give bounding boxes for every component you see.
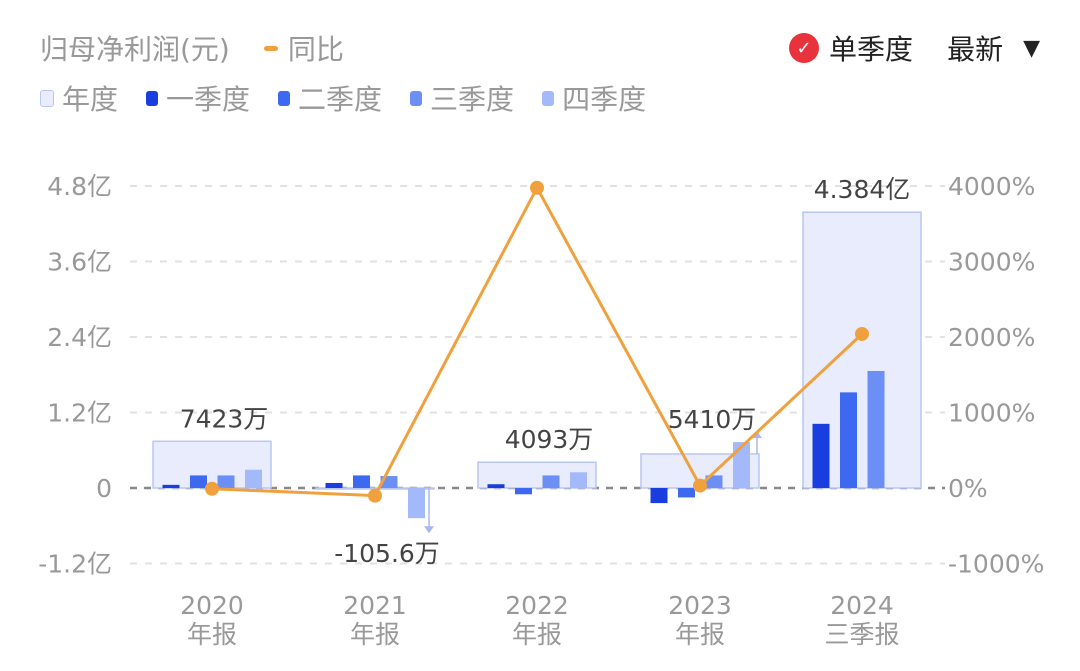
- left-tick-label: -1.2亿: [38, 550, 112, 579]
- x-tick-label: 年报: [350, 620, 400, 649]
- controls: ✓ 单季度 最新 ▼: [789, 28, 1040, 68]
- legend-label: 三季度: [430, 83, 515, 116]
- x-tick-label: 2022: [505, 591, 569, 620]
- left-tick-label: 1.2亿: [47, 399, 112, 428]
- quarter-bar: [190, 475, 207, 488]
- annual-value-label: -105.6万: [334, 539, 440, 568]
- left-tick-label: 3.6亿: [47, 248, 112, 277]
- quarter-bar: [840, 392, 857, 488]
- legend-item[interactable]: 二季度: [278, 78, 382, 118]
- annual-value-label: 7423万: [180, 404, 269, 433]
- right-tick-label: 1000%: [948, 399, 1035, 428]
- quarter-bar: [812, 423, 830, 488]
- quarter-bar: [245, 469, 262, 488]
- yoy-point: [205, 481, 219, 496]
- annual-value-label: 4.384亿: [814, 175, 911, 204]
- annual-value-label: 4093万: [505, 425, 594, 454]
- legend-swatch: [40, 89, 54, 107]
- left-tick-label: 0: [96, 474, 112, 503]
- yoy-point: [530, 180, 544, 195]
- legend-swatch: [542, 90, 555, 106]
- quarter-bar: [705, 475, 723, 488]
- quarter-bar: [650, 488, 668, 504]
- quarter-bar: [217, 475, 235, 488]
- legend-label: 年度: [62, 83, 119, 116]
- x-tick-label: 年报: [512, 620, 562, 649]
- legend-swatch: [410, 90, 423, 106]
- quarter-bar: [380, 476, 398, 488]
- quarter-bar: [162, 484, 180, 488]
- yoy-point: [855, 326, 869, 341]
- left-tick-label: 4.8亿: [47, 172, 112, 201]
- left-tick-label: 2.4亿: [47, 323, 112, 352]
- quarter-bar: [678, 488, 695, 498]
- line-legend-icon: [263, 45, 278, 51]
- legend-yoy-label: 同比: [287, 33, 344, 66]
- legend-item[interactable]: 四季度: [542, 78, 646, 118]
- legend-item[interactable]: 一季度: [146, 78, 250, 118]
- single-quarter-toggle[interactable]: 单季度: [829, 33, 914, 66]
- legend-item[interactable]: 三季度: [410, 78, 514, 118]
- right-tick-label: -1000%: [948, 550, 1044, 579]
- quarter-bar: [353, 475, 370, 488]
- triangle-down-icon[interactable]: ▼: [1023, 35, 1040, 61]
- x-tick-label: 2020: [180, 591, 244, 620]
- annual-value-label: 5410万: [668, 405, 757, 434]
- chart-title: 归母净利润(元): [40, 33, 230, 66]
- legend-swatch: [146, 90, 159, 106]
- legend-swatch: [278, 90, 291, 106]
- legend: 年度 一季度 二季度 三季度 四季度: [40, 78, 674, 118]
- x-tick-label: 年报: [187, 620, 237, 649]
- quarter-bar: [325, 482, 343, 488]
- quarter-bar: [487, 484, 505, 488]
- right-tick-label: 0%: [948, 474, 988, 503]
- x-tick-label: 2023: [668, 591, 732, 620]
- quarter-bar: [733, 442, 750, 488]
- right-tick-label: 4000%: [948, 172, 1035, 201]
- legend-label: 二季度: [298, 83, 383, 116]
- legend-label: 一季度: [166, 83, 251, 116]
- yoy-point: [693, 478, 707, 493]
- check-circle-icon[interactable]: ✓: [789, 33, 820, 63]
- legend-label: 四季度: [562, 83, 647, 116]
- x-tick-label: 2021: [343, 591, 407, 620]
- sort-dropdown[interactable]: 最新: [947, 33, 1004, 66]
- legend-item[interactable]: 年度: [40, 78, 118, 118]
- right-tick-label: 3000%: [948, 248, 1035, 277]
- legend-yoy[interactable]: 同比: [263, 28, 344, 68]
- yoy-point: [368, 488, 382, 503]
- quarter-bar: [408, 488, 425, 519]
- right-tick-label: 2000%: [948, 323, 1035, 352]
- x-tick-label: 三季报: [824, 620, 899, 649]
- x-tick-label: 2024: [830, 591, 894, 620]
- chart-header: 归母净利润(元) 同比: [40, 28, 344, 68]
- quarter-bar: [570, 472, 587, 488]
- quarter-bar: [867, 370, 885, 488]
- x-tick-label: 年报: [675, 620, 725, 649]
- arrow-down-icon: [424, 526, 434, 534]
- quarter-bar: [542, 475, 560, 488]
- quarter-bar: [515, 488, 532, 495]
